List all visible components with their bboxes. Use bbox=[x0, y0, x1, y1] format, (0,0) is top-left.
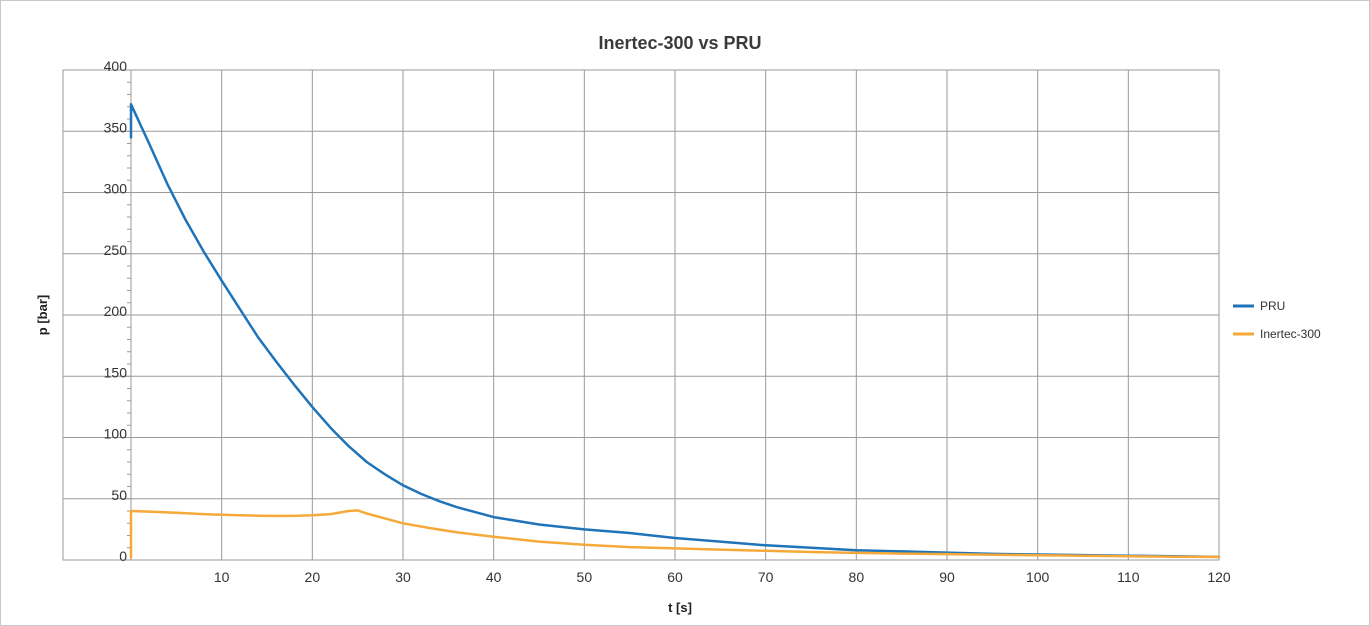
y-tick-label: 200 bbox=[104, 303, 128, 319]
y-tick-label: 0 bbox=[119, 548, 127, 564]
grid-lines bbox=[62, 69, 1220, 561]
y-axis-label: p [bar] bbox=[35, 295, 50, 335]
x-tick-label: 10 bbox=[214, 569, 230, 585]
legend: PRU Inertec-300 bbox=[1233, 299, 1321, 341]
x-tick-label: 40 bbox=[486, 569, 502, 585]
x-tick-label: 120 bbox=[1207, 569, 1231, 585]
legend-label-pru: PRU bbox=[1260, 299, 1285, 313]
legend-label-inertec-300: Inertec-300 bbox=[1260, 327, 1321, 341]
x-tick-label: 110 bbox=[1117, 569, 1140, 585]
y-tick-label: 400 bbox=[104, 58, 128, 74]
x-tick-label: 20 bbox=[305, 569, 321, 585]
y-tick-label: 350 bbox=[104, 119, 128, 135]
y-tick-label: 300 bbox=[104, 181, 128, 197]
series-line-inertec-300 bbox=[129, 509, 1221, 559]
x-tick-label: 100 bbox=[1026, 569, 1050, 585]
x-tick-label: 50 bbox=[577, 569, 593, 585]
y-tick-label: 100 bbox=[104, 426, 128, 442]
series-line-pru bbox=[129, 103, 1221, 559]
y-tick-label: 250 bbox=[104, 242, 128, 258]
x-tick-label: 60 bbox=[667, 569, 683, 585]
y-tick-label: 50 bbox=[111, 487, 127, 503]
x-tick-label: 70 bbox=[758, 569, 774, 585]
x-axis-label: t [s] bbox=[668, 600, 692, 615]
series-lines bbox=[129, 103, 1221, 559]
x-tick-label: 80 bbox=[849, 569, 865, 585]
x-tick-label: 30 bbox=[395, 569, 411, 585]
y-tick-label: 150 bbox=[104, 364, 128, 380]
y-axis-tick-labels: 0 50 100 150 200 250 300 350 400 bbox=[104, 58, 128, 564]
x-tick-label: 90 bbox=[939, 569, 955, 585]
x-axis-tick-labels: 10 20 30 40 50 60 70 80 90 100 110 120 bbox=[214, 569, 1231, 585]
chart-title: Inertec-300 vs PRU bbox=[598, 33, 761, 53]
